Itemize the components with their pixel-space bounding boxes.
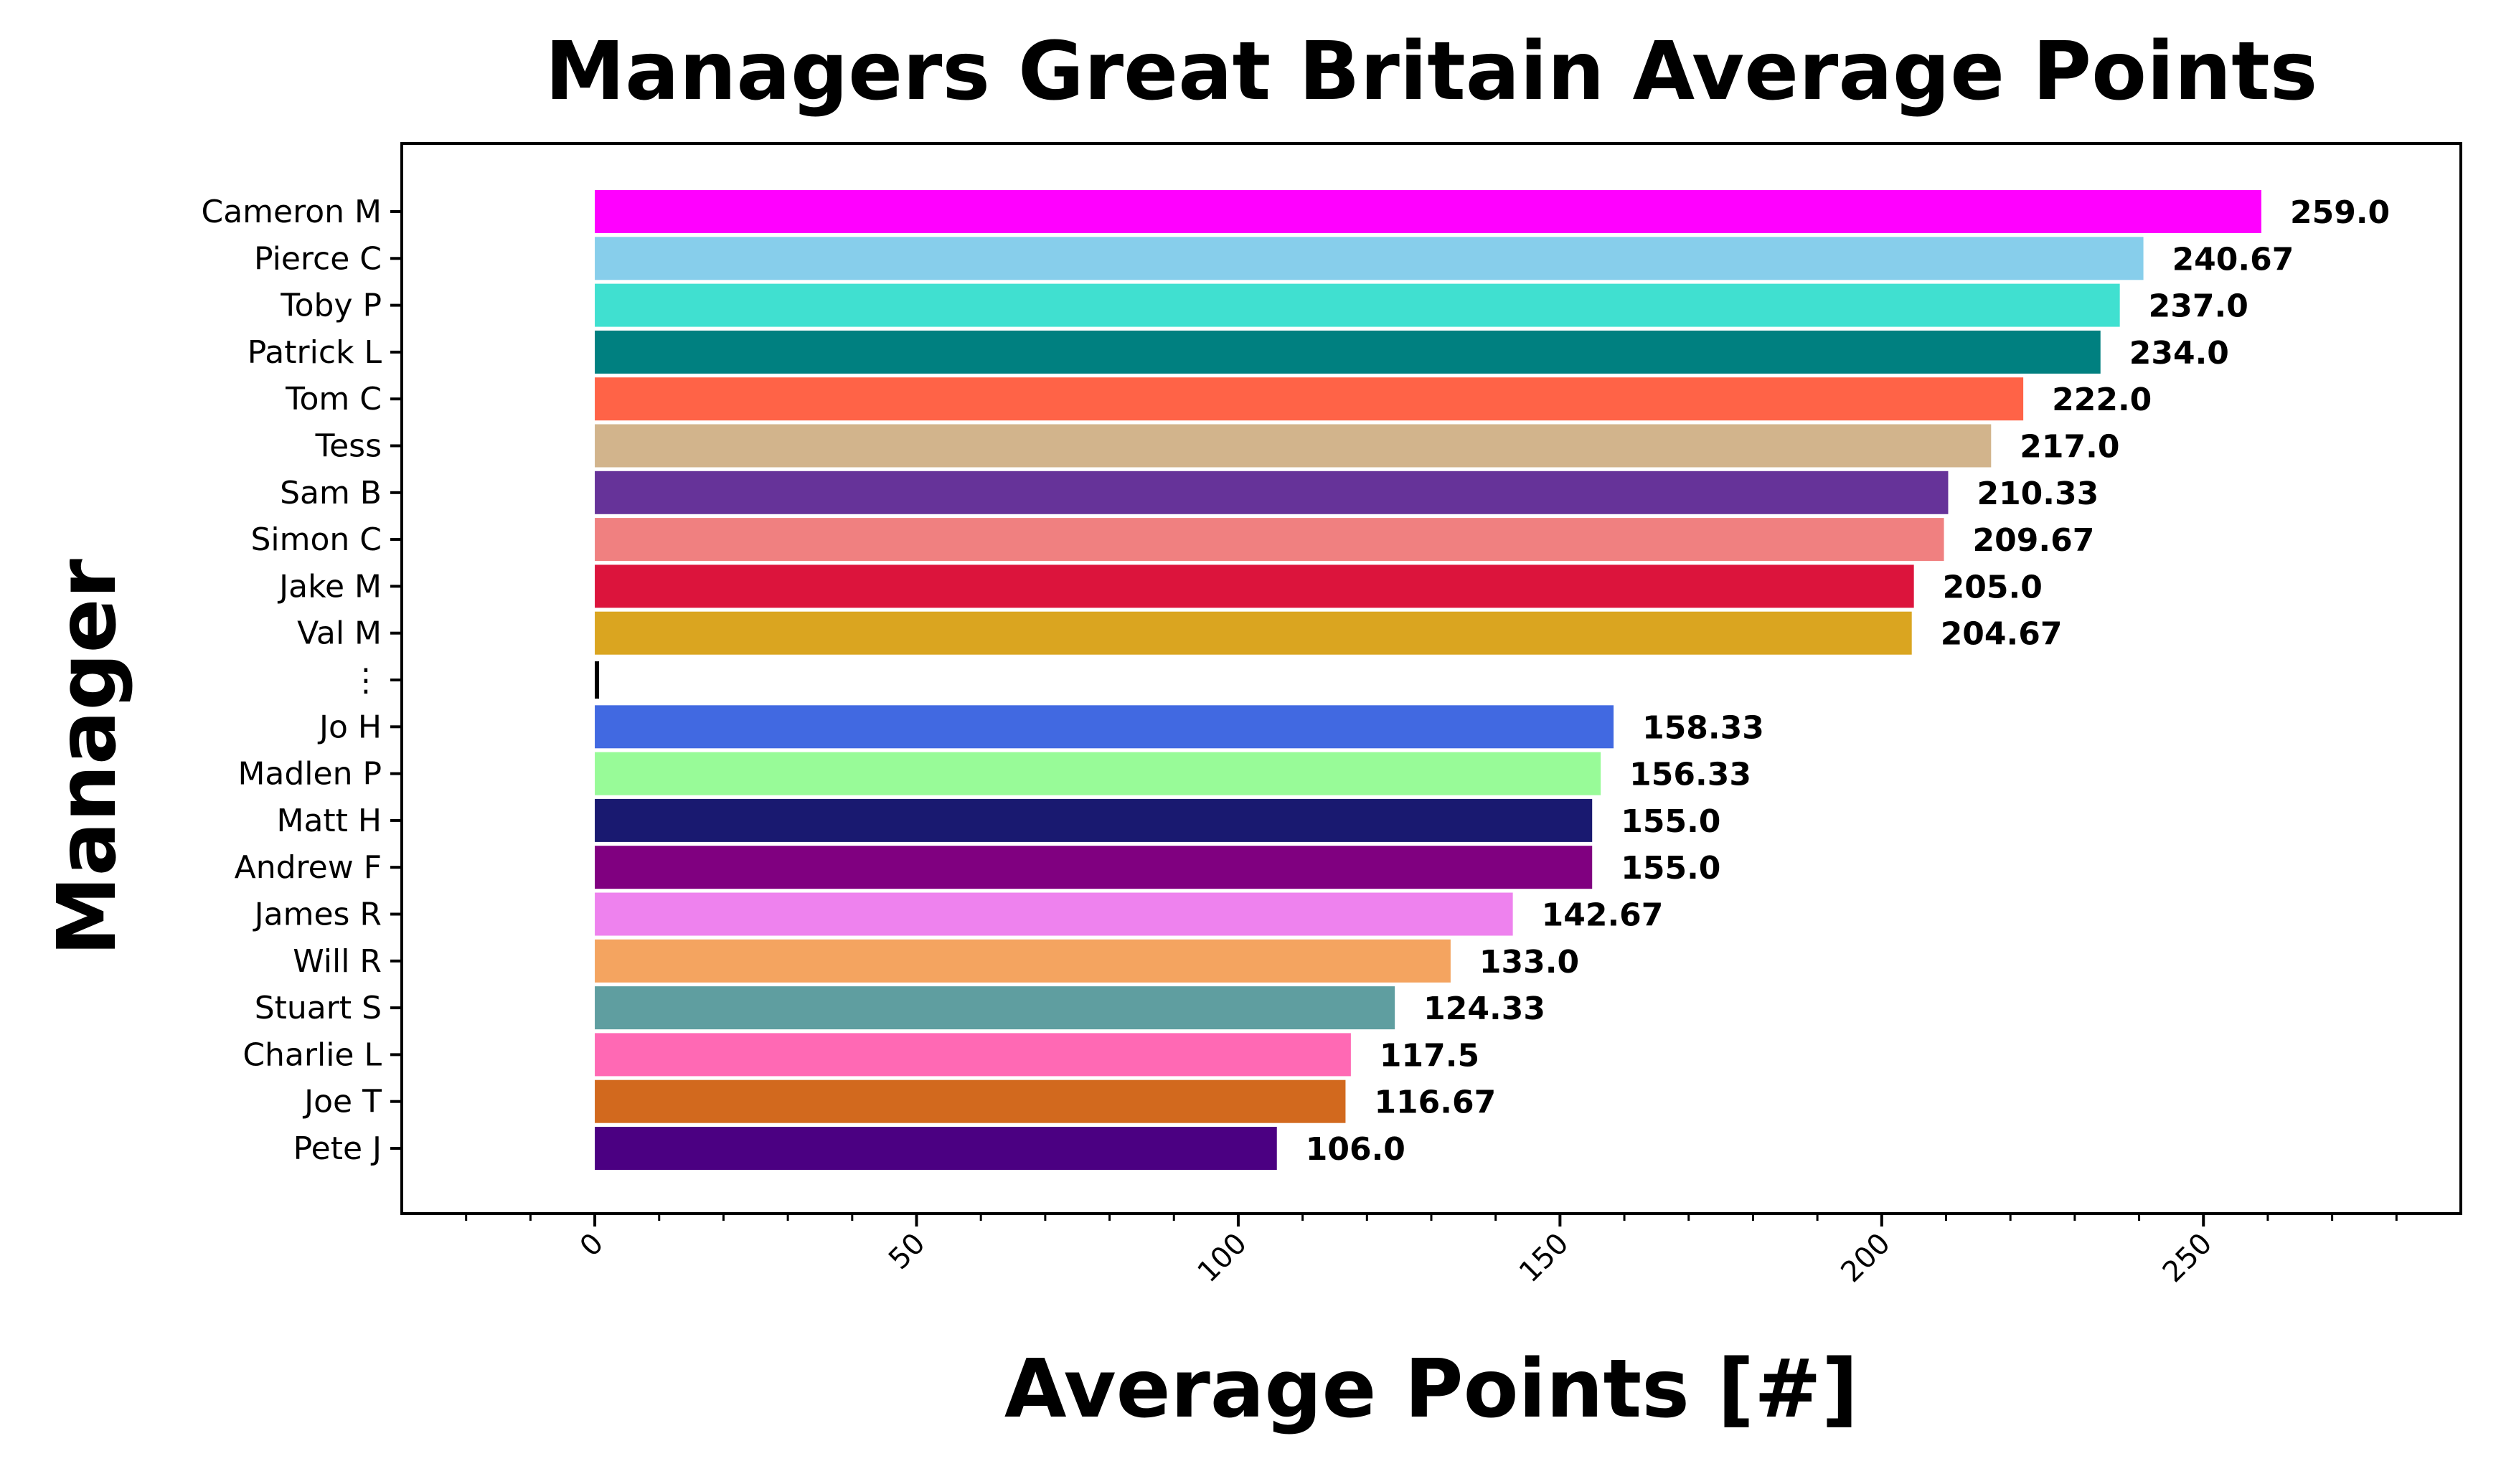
value-label-14: 155.0 [1621, 850, 1720, 887]
y-tick-label-0: Cameron M [202, 194, 382, 230]
y-tick-label-6: Sam B [280, 475, 382, 511]
bar-16 [595, 939, 1451, 983]
y-tick-label-8: Jake M [277, 568, 382, 605]
value-label-20: 106.0 [1306, 1131, 1405, 1168]
bar-8 [595, 564, 1914, 608]
bar-7 [595, 518, 1944, 562]
bar-0 [595, 190, 2261, 233]
y-tick-label-3: Patrick L [248, 334, 382, 371]
x-ticks: 0 50 100 150 200 250 [465, 1214, 2398, 1290]
y-tick-label-19: Joe T [302, 1084, 382, 1120]
bar-12 [595, 752, 1601, 795]
value-label-11: 158.33 [1642, 709, 1764, 746]
y-tick-label-20: Pete J [293, 1130, 382, 1167]
y-tick-label-2: Toby P [280, 288, 382, 324]
value-label-9: 204.67 [1941, 616, 2063, 653]
bar-17 [595, 986, 1395, 1030]
value-label-6: 210.33 [1977, 476, 2099, 512]
value-label-17: 124.33 [1423, 991, 1545, 1027]
value-label-13: 155.0 [1621, 803, 1720, 840]
value-label-5: 217.0 [2020, 429, 2119, 465]
bar-2 [595, 283, 2120, 327]
bar-1 [595, 237, 2144, 280]
y-tick-label-11: Jo H [317, 709, 382, 745]
bar-19 [595, 1079, 1346, 1123]
x-axis-label: Average Points [#] [1004, 1343, 1858, 1436]
y-tick-label-4: Tom C [285, 381, 382, 417]
value-labels: 259.0 240.67 237.0 234.0 222.0 217.0 210.33 209… [1306, 194, 2390, 1168]
value-label-18: 117.5 [1380, 1037, 1479, 1074]
y-tick-label-16: Will R [293, 943, 382, 980]
value-label-8: 205.0 [1943, 569, 2043, 605]
value-label-3: 234.0 [2129, 335, 2229, 372]
bar-20 [595, 1127, 1277, 1170]
y-tick-label-7: Simon C [250, 521, 382, 558]
plot-frame [400, 142, 2462, 1215]
y-ticks: Cameron M Pierce C Toby P Patrick L Tom C Tes… [202, 194, 402, 1167]
y-tick-label-18: Charlie L [242, 1036, 382, 1073]
y-tick-label-1: Pierce C [254, 240, 382, 277]
x-tick-label-0: 0 [574, 1227, 611, 1264]
y-tick-label-12: Madlen P [237, 756, 382, 793]
y-tick-label-13: Matt H [276, 803, 382, 839]
x-tick-label-4: 200 [1834, 1227, 1897, 1290]
bar-13 [595, 798, 1593, 842]
x-tick-label-5: 250 [2157, 1227, 2219, 1290]
y-tick-label-14: Andrew F [235, 849, 382, 886]
y-tick-label-5: Tess [315, 428, 382, 465]
y-axis-label: Manager [41, 559, 134, 956]
bar-4 [595, 377, 2024, 421]
y-tick-label-9: Val M [297, 615, 382, 652]
y-tick-label-15: James R [253, 897, 382, 933]
value-label-15: 142.67 [1542, 897, 1664, 934]
value-label-2: 237.0 [2149, 288, 2248, 325]
bar-14 [595, 846, 1593, 889]
value-label-16: 133.0 [1479, 944, 1579, 980]
bar-5 [595, 424, 1992, 468]
bars-layer [595, 190, 2261, 1170]
value-label-7: 209.67 [1973, 522, 2095, 559]
y-tick-label-17: Stuart S [255, 990, 382, 1026]
x-tick-label-2: 100 [1191, 1227, 1253, 1290]
bar-3 [595, 330, 2101, 374]
value-label-0: 259.0 [2290, 194, 2390, 231]
bar-18 [595, 1033, 1351, 1077]
bar-6 [595, 471, 1949, 514]
value-label-4: 222.0 [2052, 382, 2152, 418]
x-tick-label-1: 50 [882, 1227, 932, 1277]
y-tick-label-10: ⋮ [350, 662, 382, 699]
bar-15 [595, 892, 1513, 936]
x-tick-label-3: 150 [1513, 1227, 1576, 1290]
value-label-19: 116.67 [1374, 1084, 1496, 1121]
bar-9 [595, 611, 1912, 655]
chart-title: Managers Great Britain Average Points [545, 25, 2318, 118]
value-label-12: 156.33 [1629, 757, 1751, 793]
bar-10 [595, 661, 600, 699]
bar-11 [595, 705, 1614, 749]
value-label-1: 240.67 [2172, 241, 2294, 278]
